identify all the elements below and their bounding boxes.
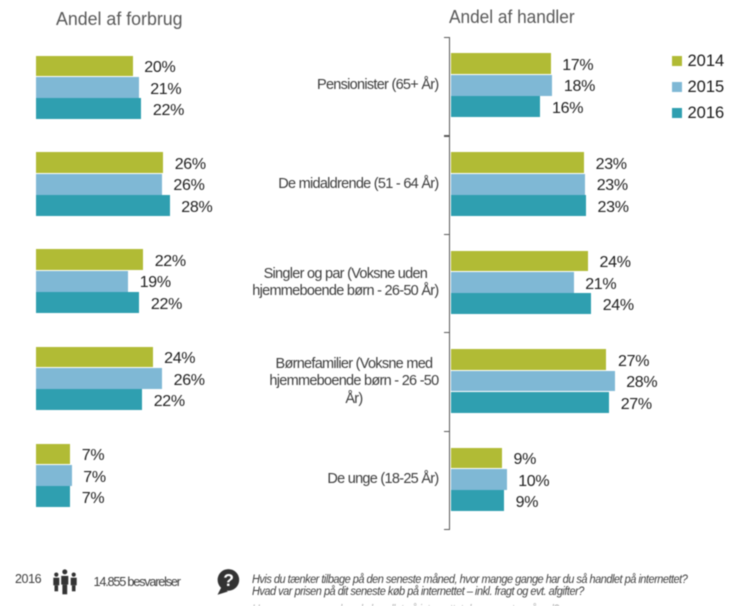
svg-text:?: ? bbox=[223, 570, 234, 590]
